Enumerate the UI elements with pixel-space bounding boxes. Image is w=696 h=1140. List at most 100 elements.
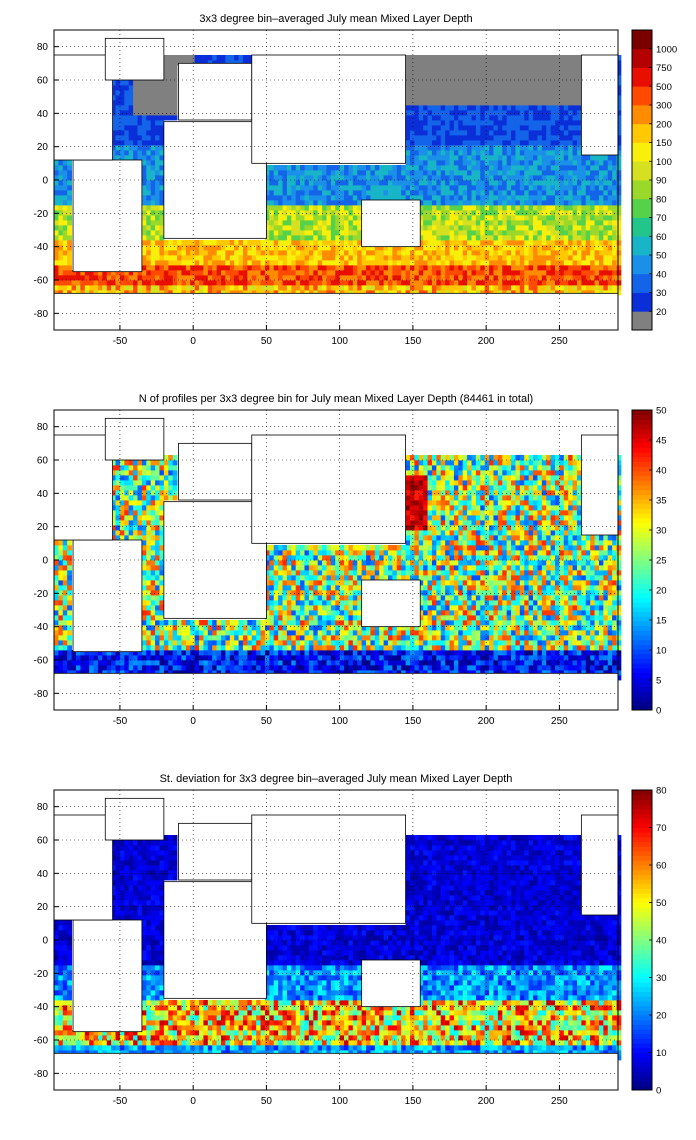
heatmap-cell [480,230,486,236]
heatmap-cell [594,235,600,241]
heatmap-cell [471,265,477,271]
heatmap-cell [150,195,156,201]
heatmap-cell [423,205,428,211]
heatmap-cell [541,75,547,81]
heatmap-cell [317,245,323,251]
heatmap-cell [431,215,437,221]
heatmap-cell [313,620,319,626]
heatmap-cell [137,110,143,116]
heatmap-cell [155,260,160,266]
heatmap-cell [541,60,547,66]
heatmap-cell [392,280,398,286]
heatmap-cell [563,200,569,206]
heatmap-cell [247,260,253,266]
heatmap-cell [493,180,499,186]
heatmap-cell [62,575,68,581]
heatmap-cell [555,180,560,186]
heatmap-cell [480,95,486,101]
heatmap-cell [58,570,64,576]
heatmap-cell [234,635,239,641]
heatmap-cell [168,480,174,486]
heatmap-cell [102,270,108,276]
heatmap-cell [229,290,235,296]
heatmap-cell [313,215,319,221]
heatmap-cell [511,200,516,206]
heatmap-cell [54,185,59,191]
heatmap-cell [449,95,455,101]
heatmap-cell [102,670,108,676]
heatmap-cell [440,150,446,156]
heatmap-cell [326,280,332,286]
heatmap-cell [497,145,503,151]
heatmap-cell [155,135,160,141]
heatmap-cell [221,285,226,291]
heatmap-cell [150,555,156,561]
heatmap-cell [137,465,143,471]
heatmap-cell [168,245,174,251]
heatmap-cell [497,90,503,96]
heatmap-cell [555,175,560,181]
heatmap-cell [480,285,486,291]
heatmap-cell [260,270,266,276]
heatmap-cell [379,195,385,201]
heatmap-cell [313,280,319,286]
heatmap-cell [155,555,160,561]
heatmap-cell [181,280,187,286]
heatmap-cell [58,635,64,641]
heatmap-cell [511,100,516,106]
heatmap-cell [203,625,209,631]
heatmap-cell [550,225,556,231]
heatmap-cell [568,70,573,76]
heatmap-cell [423,90,428,96]
heatmap-cell [229,640,235,646]
heatmap-cell [511,250,516,256]
heatmap-cell [550,240,556,246]
heatmap-cell [467,120,472,126]
heatmap-cell [550,200,556,206]
heatmap-cell [458,230,464,236]
heatmap-cell [524,55,530,61]
heatmap-cell [352,225,358,231]
heatmap-cell [480,75,486,81]
heatmap-cell [418,155,424,161]
heatmap-cell [330,175,336,181]
heatmap-cell [185,660,191,666]
heatmap-cell [300,195,305,201]
heatmap-cell [607,250,613,256]
heatmap-cell [388,275,393,281]
heatmap-cell [216,625,222,631]
heatmap-cell [414,75,420,81]
heatmap-cell [291,665,297,671]
heatmap-cell [462,205,468,211]
heatmap-cell [401,255,406,261]
heatmap-cell [177,650,182,656]
heatmap-cell [467,275,472,281]
heatmap-cell [168,660,174,666]
heatmap-cell [497,140,503,146]
heatmap-cell [203,660,209,666]
heatmap-cell [511,165,516,171]
heatmap-cell [300,585,305,591]
heatmap-cell [576,75,582,81]
heatmap-cell [172,240,178,246]
heatmap-cell [546,95,552,101]
heatmap-cell [568,85,573,91]
heatmap-cell [212,290,218,296]
heatmap-cell [436,105,442,111]
heatmap-cell [286,660,292,666]
heatmap-cell [106,275,112,281]
heatmap-cell [62,670,68,676]
heatmap-cell [128,650,134,656]
heatmap-cell [146,235,152,241]
heatmap-cell [124,655,130,661]
heatmap-cell [304,250,310,256]
heatmap-cell [453,275,459,281]
heatmap-cell [300,595,305,601]
heatmap-cell [93,285,99,291]
heatmap-cell [559,285,565,291]
heatmap-cell [489,175,494,181]
heatmap-cell [462,60,468,66]
heatmap-cell [449,190,455,196]
heatmap-cell [141,480,147,486]
heatmap-cell [300,250,305,256]
